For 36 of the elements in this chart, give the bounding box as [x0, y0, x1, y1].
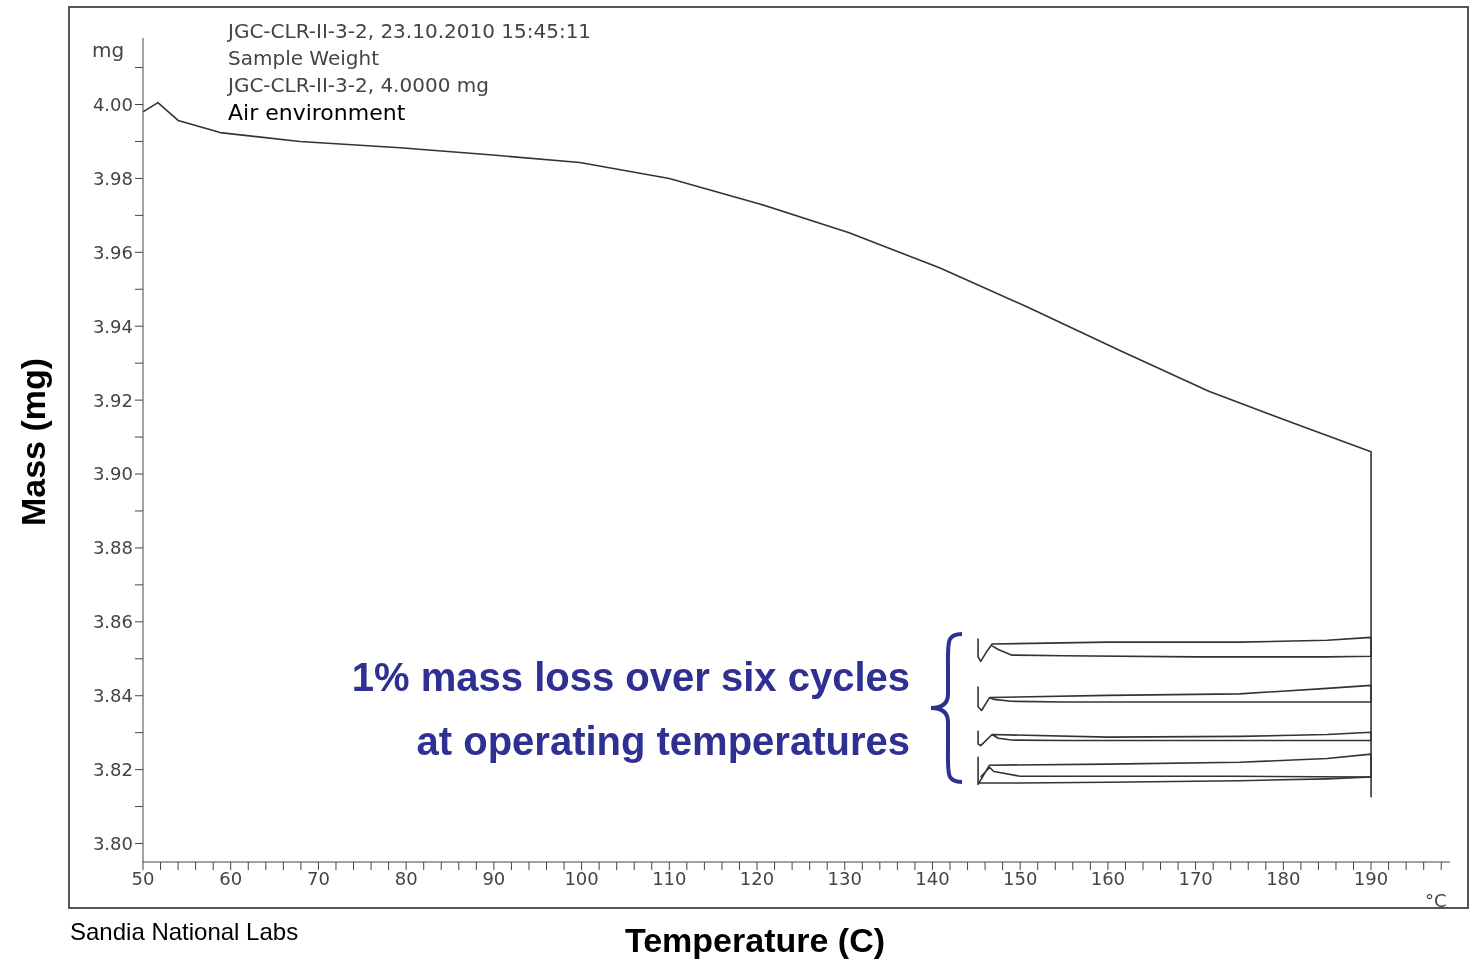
- y-tick-label: 3.86: [92, 611, 133, 633]
- x-tick-label: 190: [1353, 867, 1389, 889]
- x-tick-label: 170: [1178, 867, 1213, 889]
- text: mg: [92, 38, 125, 62]
- x-tick-label: 110: [652, 867, 687, 889]
- y-tick-label: 3.90: [92, 463, 133, 485]
- y-axis-title: Mass (mg): [13, 357, 53, 527]
- x-tick-label: 120: [739, 867, 775, 889]
- annotation: 1% mass loss over six cycles at operating temperatures: [351, 654, 910, 765]
- x-tick-label: 50: [131, 867, 155, 889]
- annotation: Sample Weight: [228, 45, 381, 72]
- x-tick-label: 160: [1090, 867, 1126, 889]
- x-tick-label: 130: [827, 867, 862, 889]
- x-tick-label: 100: [564, 867, 599, 889]
- x-tick-label: 70: [306, 867, 330, 889]
- annotation: Air environment: [228, 99, 407, 126]
- x-axis-title: Temperature (C): [624, 920, 886, 960]
- y-tick-label: 3.88: [92, 537, 133, 559]
- x-tick-label: 150: [1003, 867, 1038, 889]
- y-tick-label: 3.96: [92, 241, 133, 263]
- text: Sandia National Labs: [70, 918, 299, 946]
- annotation: JGC-CLR-II-3-2, 23.10.2010 15:45:11: [228, 18, 592, 45]
- x-tick-label: 140: [915, 867, 950, 889]
- x-tick-label: 60: [219, 867, 243, 889]
- y-tick-label: 3.80: [92, 832, 133, 854]
- y-tick-label: 3.82: [92, 759, 133, 781]
- y-tick-label: 3.84: [92, 685, 133, 707]
- y-tick-label: 3.94: [92, 315, 133, 337]
- x-tick-label: 90: [482, 867, 506, 889]
- text: °C: [1425, 890, 1447, 911]
- x-tick-label: 180: [1266, 867, 1301, 889]
- x-tick-label: 80: [394, 867, 418, 889]
- y-tick-label: 3.92: [92, 389, 133, 411]
- annotation: JGC-CLR-II-3-2, 4.0000 mg: [228, 72, 490, 99]
- y-tick-label: 4.00: [92, 93, 133, 115]
- y-tick-label: 3.98: [92, 167, 133, 189]
